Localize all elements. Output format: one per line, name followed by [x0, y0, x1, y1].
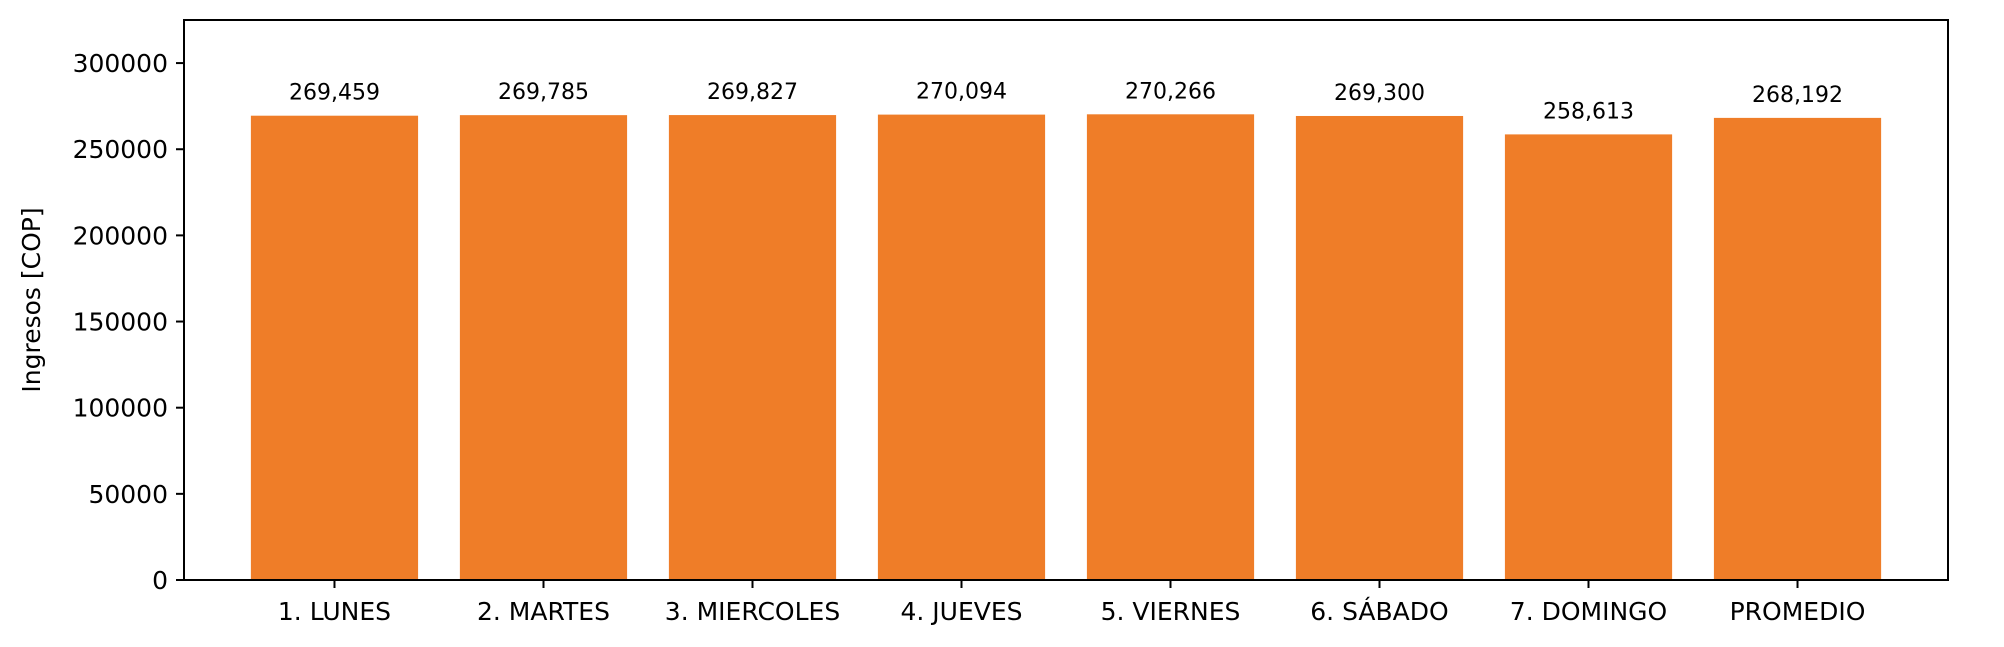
y-tick-label: 150000 — [73, 308, 168, 337]
bar-value-label: 258,613 — [1543, 99, 1634, 124]
y-axis-label: Ingresos [COP] — [17, 207, 46, 392]
bar — [250, 115, 419, 580]
value-labels-group: 269,459 269,785 269,827 270,094 270,266 269,3… — [289, 79, 1843, 124]
bar-value-label: 269,300 — [1334, 81, 1425, 106]
bar-value-label: 270,094 — [916, 80, 1007, 105]
bar-value-label: 269,785 — [498, 80, 589, 105]
bar — [1713, 117, 1882, 580]
bar — [1295, 115, 1464, 580]
bar — [459, 115, 628, 580]
x-tick-label: 3. MIERCOLES — [665, 597, 840, 626]
x-tick-label: 2. MARTES — [477, 597, 610, 626]
y-tick-label: 250000 — [73, 135, 168, 164]
x-tick-label: 1. LUNES — [278, 597, 391, 626]
x-tick-label: 5. VIERNES — [1101, 597, 1241, 626]
x-tick-label: 6. SÁBADO — [1310, 597, 1448, 626]
y-tick-label: 50000 — [88, 480, 168, 509]
bar-value-label: 269,827 — [707, 80, 798, 105]
y-axis-ticks: 0 50000 100000 150000 200000 250000 300000 — [73, 49, 184, 595]
x-tick-label: 4. JUEVES — [900, 597, 1022, 626]
bar-value-label: 269,459 — [289, 81, 380, 106]
y-tick-label: 100000 — [73, 394, 168, 423]
y-tick-label: 200000 — [73, 221, 168, 250]
bar-value-label: 270,266 — [1125, 79, 1216, 104]
bar — [668, 115, 837, 580]
bar — [1504, 134, 1673, 581]
x-tick-label: 7. DOMINGO — [1510, 597, 1667, 626]
y-tick-label: 300000 — [73, 49, 168, 78]
x-tick-label: PROMEDIO — [1730, 597, 1866, 626]
x-axis-ticks: 1. LUNES 2. MARTES 3. MIERCOLES 4. JUEVES 5.… — [278, 580, 1866, 626]
bars-group — [250, 114, 1882, 581]
plot-frame — [183, 19, 1949, 581]
bar — [1086, 114, 1255, 581]
bar-value-label: 268,192 — [1752, 83, 1843, 108]
y-tick-label: 0 — [152, 566, 168, 595]
bar — [877, 114, 1046, 580]
